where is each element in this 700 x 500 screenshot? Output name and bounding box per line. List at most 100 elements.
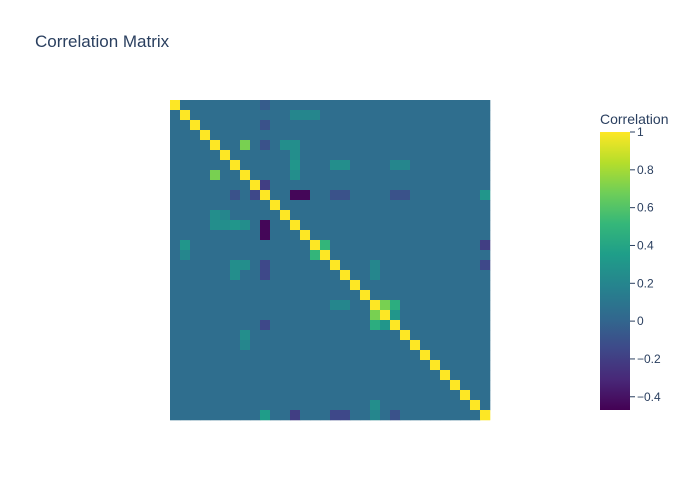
heatmap-cell [480,170,491,181]
heatmap-cell [450,230,461,241]
heatmap-cell [250,290,261,301]
heatmap-cell [170,310,181,321]
heatmap-cell [390,210,401,221]
heatmap-cell [480,290,491,301]
heatmap-cell [320,250,331,261]
heatmap-cell [190,130,201,141]
heatmap-cell [350,370,361,381]
heatmap-cell [280,400,291,411]
heatmap-cell [170,380,181,391]
heatmap-cell [310,170,321,181]
heatmap-cell [450,100,461,111]
heatmap-cell [380,170,391,181]
heatmap-cell [480,390,491,401]
heatmap-cell [230,340,241,351]
heatmap-cell [430,110,441,121]
heatmap-cell [350,100,361,111]
heatmap-cell [170,100,181,111]
heatmap-cell [360,200,371,211]
heatmap-cell [460,350,471,361]
heatmap-cell [330,150,341,161]
heatmap-cell [230,380,241,391]
heatmap-cell [200,220,211,231]
heatmap-cell [260,180,271,191]
heatmap-cell [330,310,341,321]
heatmap-cell [170,180,181,191]
heatmap-cell [420,100,431,111]
heatmap-cell [450,130,461,141]
heatmap-cell [470,240,481,251]
heatmap-cell [330,190,341,201]
heatmap-cell [400,240,411,251]
heatmap-cell [480,200,491,211]
heatmap-cell [350,330,361,341]
heatmap-cell [330,200,341,211]
heatmap-cell [220,170,231,181]
heatmap-cell [470,210,481,221]
heatmap-cell [420,310,431,321]
heatmap-cell [440,400,451,411]
heatmap-cell [350,280,361,291]
heatmap-cell [230,310,241,321]
heatmap-cell [240,330,251,341]
heatmap-cell [360,320,371,331]
heatmap-cell [440,200,451,211]
heatmap-cell [440,150,451,161]
heatmap-cell [310,390,321,401]
heatmap-cell [430,320,441,331]
heatmap-cell [410,150,421,161]
heatmap-cell [200,230,211,241]
heatmap-cell [390,280,401,291]
heatmap-cell [370,320,381,331]
heatmap-cell [390,160,401,171]
heatmap-cell [230,100,241,111]
heatmap-cell [450,170,461,181]
heatmap-cell [350,180,361,191]
heatmap-cell [230,260,241,271]
heatmap-cell [310,230,321,241]
heatmap-cell [400,310,411,321]
heatmap-cell [250,100,261,111]
heatmap-cell [230,320,241,331]
heatmap-cell [210,410,221,421]
heatmap-cell [220,390,231,401]
heatmap-cell [430,330,441,341]
heatmap-cell [360,210,371,221]
heatmap-cell [380,330,391,341]
heatmap-cell [260,380,271,391]
heatmap-cell [480,110,491,121]
heatmap-cell [380,240,391,251]
heatmap-cell [390,110,401,121]
heatmap-cell [220,380,231,391]
heatmap-cell [340,310,351,321]
heatmap-cell [200,200,211,211]
heatmap-cell [240,390,251,401]
heatmap-cell [290,400,301,411]
heatmap-cell [200,270,211,281]
heatmap-cell [450,380,461,391]
heatmap-cell [260,410,271,421]
heatmap-cell [170,390,181,401]
heatmap-cell [390,410,401,421]
heatmap-cell [180,190,191,201]
heatmap-cell [250,210,261,221]
heatmap-cell [450,200,461,211]
heatmap-cell [400,160,411,171]
heatmap-cell [390,120,401,131]
heatmap-cell [480,350,491,361]
heatmap-cell [170,220,181,231]
heatmap-cell [230,200,241,211]
heatmap-cell [410,370,421,381]
heatmap-cell [300,180,311,191]
colorbar-gradient [600,132,630,410]
heatmap-cell [230,370,241,381]
heatmap-cell [470,220,481,231]
heatmap-cell [230,300,241,311]
heatmap-cell [250,330,261,341]
heatmap-cell [270,270,281,281]
heatmap-cell [380,400,391,411]
heatmap-cell [240,380,251,391]
heatmap-cell [170,170,181,181]
heatmap-cell [440,210,451,221]
heatmap-cell [380,360,391,371]
